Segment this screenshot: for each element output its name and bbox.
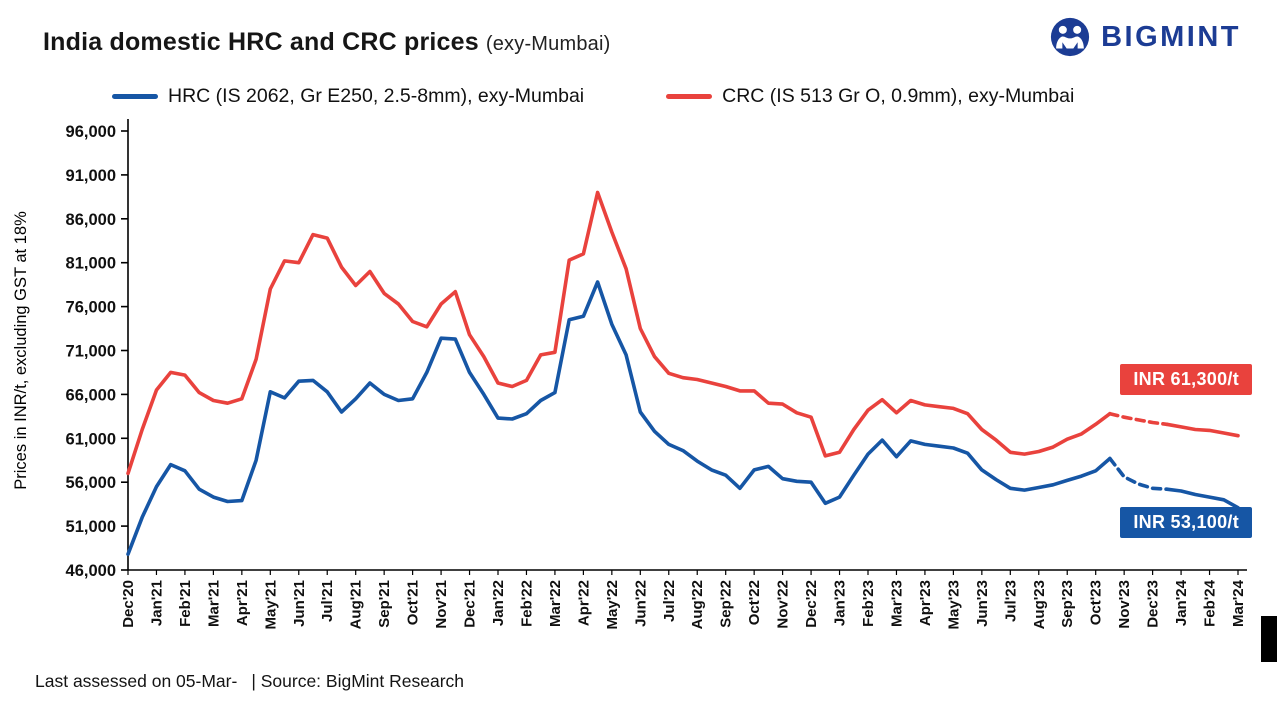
crc-series-line [126,190,1240,476]
y-tick-label: 71,000 [66,343,116,361]
x-tick-label: Sep'23 [1059,580,1076,628]
x-tick-label: Jun'22 [632,580,649,627]
y-tick-label: 86,000 [66,211,116,229]
bigmint-logo: BIGMINT [1049,16,1241,58]
title-subtitle: (exy-Mumbai) [485,33,611,55]
assessed-date-text: Last assessed on 05-Mar- [35,671,238,691]
y-axis-title: Prices in INR/t, excluding GST at 18% [12,211,30,490]
x-tick-label: Mar'22 [547,580,564,627]
x-tick-label: Dec'22 [803,580,820,628]
x-tick-label: Mar'23 [888,580,905,627]
y-tick-label: 91,000 [66,167,116,185]
x-tick-label: Oct'22 [746,580,763,625]
x-tick-label: Oct'23 [1088,580,1105,625]
x-tick-label: Nov'22 [775,580,792,629]
x-tick-label: Apr'22 [575,580,592,626]
x-tick-label: May'23 [945,580,962,629]
x-tick-label: Dec'23 [1145,580,1162,628]
title-main: India domestic HRC and CRC prices [43,28,479,56]
y-tick-label: 56,000 [66,474,116,492]
x-tick-label: Dec'21 [462,580,479,628]
legend-item-hrc: HRC (IS 2062, Gr E250, 2.5-8mm), exy-Mum… [112,85,584,108]
axes: 46,000 51,000 56,000 61,000 66,000 71,000 76,0… [66,119,1247,629]
crc-price-annotation: INR 61,300/t [1120,364,1252,395]
x-tick-label: Jun'23 [974,580,991,627]
x-tick-label: Feb'24 [1202,579,1219,627]
crc-line-swatch [666,94,713,99]
y-tick-label: 51,000 [66,518,116,536]
x-tick-label: Feb'22 [518,580,535,627]
x-tick-label: Aug'22 [689,580,706,629]
x-tick-label: May'22 [604,580,621,629]
hrc-price-annotation: INR 53,100/t [1120,507,1252,538]
legend-label-hrc: HRC (IS 2062, Gr E250, 2.5-8mm), exy-Mum… [168,85,585,107]
legend-label-crc: CRC (IS 513 Gr O, 0.9mm), exy-Mumbai [722,85,1075,107]
bigmint-logo-icon [1050,17,1090,57]
y-tick-label: 61,000 [66,430,116,448]
x-tick-label: Mar'21 [205,580,222,627]
x-tick-label: Sep'21 [376,580,393,628]
edge-marker [1261,616,1277,662]
hrc-line-swatch [112,94,158,99]
x-tick-label: Nov'23 [1116,580,1133,629]
x-tick-label: Dec'20 [120,580,137,628]
x-tick-label: Aug'21 [348,580,365,629]
y-tick-label: 76,000 [66,299,116,317]
y-tick-label: 66,000 [66,386,116,404]
y-tick-label: 46,000 [66,562,116,580]
footer: Last assessed on 05-Mar- | Source: BigMi… [35,671,464,692]
x-tick-label: May'21 [262,580,279,629]
x-tick-label: Jan'23 [832,580,849,626]
x-tick-label: Apr'21 [234,580,251,626]
x-tick-label: Jan'24 [1173,579,1190,626]
page-title: India domestic HRC and CRC prices (exy-Mu… [43,28,611,57]
x-tick-label: Aug'23 [1031,580,1048,629]
x-tick-label: Jul'22 [661,580,678,622]
x-tick-label: Jul'21 [319,580,336,622]
x-tick-label: Jan'22 [490,580,507,626]
x-tick-label: Oct'21 [405,580,422,625]
y-tick-label: 96,000 [66,123,116,141]
x-tick-label: Feb'23 [860,580,877,627]
x-tick-label: Apr'23 [917,580,934,626]
x-tick-label: Sep'22 [718,580,735,628]
x-tick-label: Jul'23 [1002,580,1019,622]
x-tick-label: Mar'24 [1230,579,1247,627]
x-tick-label: Feb'21 [177,580,194,627]
legend-item-crc: CRC (IS 513 Gr O, 0.9mm), exy-Mumbai [666,85,1074,108]
x-tick-label: Jun'21 [291,580,308,627]
x-tick-label: Nov'21 [433,580,450,629]
hrc-series-line [126,280,1240,557]
y-tick-label: 81,000 [66,255,116,273]
legend: HRC (IS 2062, Gr E250, 2.5-8mm), exy-Mum… [112,85,1074,108]
bigmint-logo-text: BIGMINT [1101,20,1241,53]
x-tick-label: Jan'21 [148,580,165,626]
source-text: | Source: BigMint Research [251,671,465,691]
